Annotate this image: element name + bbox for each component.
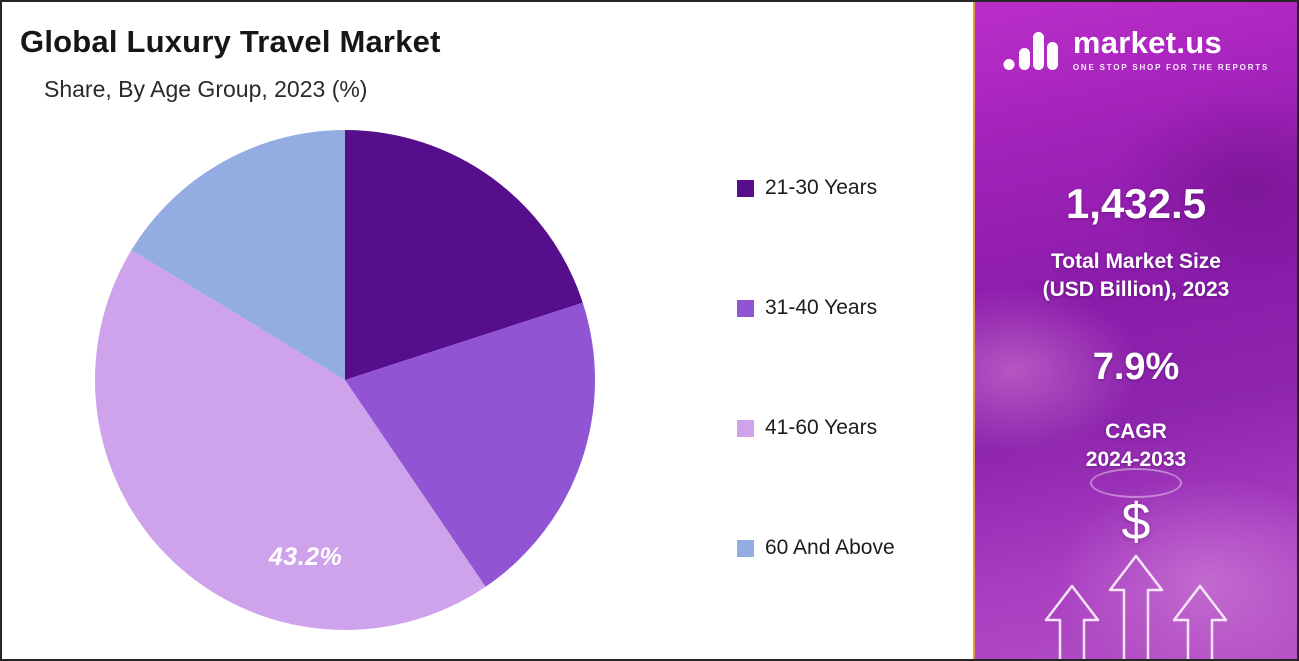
chart-subtitle: Share, By Age Group, 2023 (%) xyxy=(44,76,368,102)
pie-chart: 43.2% xyxy=(93,128,597,632)
brand-name: market.us xyxy=(1072,25,1223,60)
legend-item-60-and-above: 60 And Above xyxy=(737,535,895,561)
legend-swatch-60-and-above xyxy=(737,539,754,557)
legend-swatch-31-40-years xyxy=(737,299,754,317)
arrow-up-right-icon xyxy=(1172,584,1228,659)
pie-slice-41-60-years xyxy=(95,250,486,630)
cup-rim-decoration xyxy=(1090,468,1182,498)
cagr-value: 7.9% xyxy=(1092,346,1180,388)
brand-tagline: ONE STOP SHOP FOR THE REPORTS xyxy=(1072,63,1270,73)
dollar-icon: $ xyxy=(1121,493,1151,551)
cagr-label: CAGR 2024-2033 xyxy=(975,418,1297,475)
arrow-up-center-icon xyxy=(1108,554,1164,659)
legend-item-31-40-years: 31-40 Years xyxy=(737,295,895,321)
legend-label-21-30-years: 21-30 Years xyxy=(765,176,878,199)
brand-panel: market.us ONE STOP SHOP FOR THE REPORTS … xyxy=(973,2,1297,659)
legend-label-31-40-years: 31-40 Years xyxy=(765,296,878,319)
pie-slice-31-40-years xyxy=(345,302,595,587)
market-size-value: 1,432.5 xyxy=(1065,180,1207,227)
market-size-label: Total Market Size (USD Billion), 2023 xyxy=(975,248,1297,305)
growth-arrows-icon xyxy=(1044,554,1228,659)
chart-title: Global Luxury Travel Market xyxy=(20,24,441,59)
cagr-label-line1: CAGR xyxy=(1105,420,1167,443)
market-size-label-line2: (USD Billion), 2023 xyxy=(1042,278,1230,302)
pie-slice-60-and-above xyxy=(131,130,345,380)
cagr-label-line2: 2024-2033 xyxy=(1085,448,1187,472)
legend-swatch-21-30-years xyxy=(737,179,754,197)
market-size-label-line1: Total Market Size xyxy=(1051,250,1221,273)
pie-value-label: 43.2% xyxy=(268,543,342,571)
pie-slice-21-30-years xyxy=(345,130,583,380)
legend-swatch-41-60-years xyxy=(737,419,754,437)
brand-lockup: market.us ONE STOP SHOP FOR THE REPORTS xyxy=(975,25,1297,73)
arrow-up-left-icon xyxy=(1044,584,1100,659)
legend-label-41-60-years: 41-60 Years xyxy=(765,416,878,439)
brand-text-block: market.us ONE STOP SHOP FOR THE REPORTS xyxy=(1072,25,1270,73)
pie-chart-svg: 43.2% xyxy=(95,130,595,630)
legend-item-21-30-years: 21-30 Years xyxy=(737,175,895,201)
legend: 21-30 Years 31-40 Years 41-60 Years 60 A… xyxy=(737,175,895,561)
chart-area: Global Luxury Travel Market Share, By Ag… xyxy=(2,2,975,659)
legend-label-60-and-above: 60 And Above xyxy=(765,536,895,559)
legend-item-41-60-years: 41-60 Years xyxy=(737,415,895,441)
marketus-logo-icon xyxy=(1003,32,1058,70)
